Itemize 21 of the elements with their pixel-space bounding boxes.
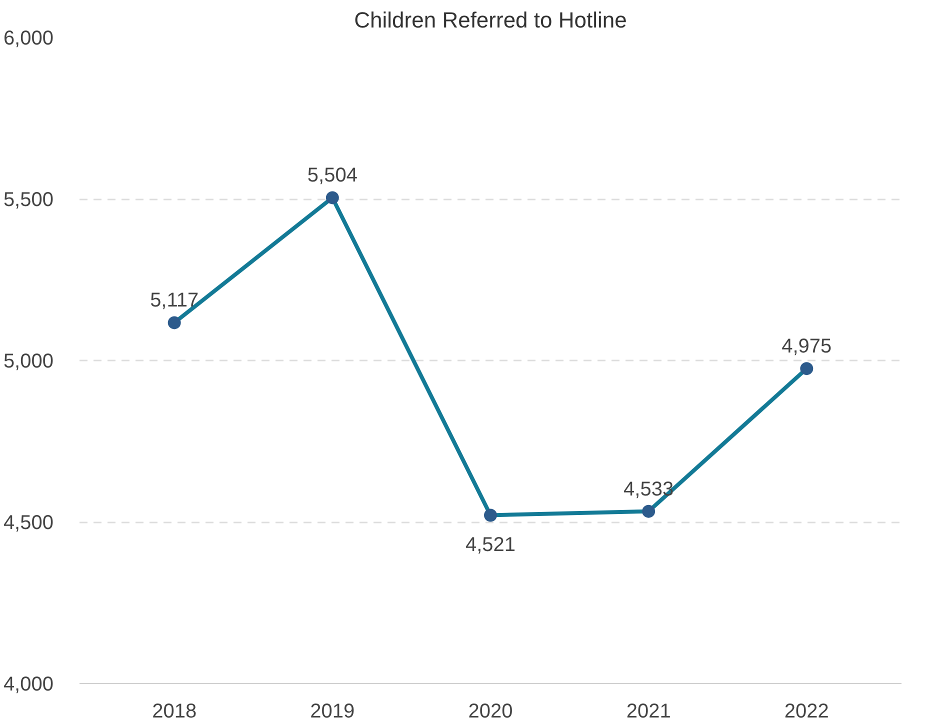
x-tick-label: 2020 [468,700,513,722]
point [800,362,814,376]
x-tick-label: 2019 [310,700,355,722]
point [642,504,656,518]
x-tick-label: 2021 [626,700,671,722]
data-label: 4,533 [624,478,674,500]
data-label: 4,975 [782,336,832,358]
data-label: 5,504 [307,164,358,187]
x-tick-label: 2022 [784,700,829,722]
point [484,508,497,522]
y-tick-label: 5,000 [3,350,54,372]
x-tick-label: 2018 [152,700,197,722]
point [326,191,339,204]
chart-title: Children Referred to Hotline [354,8,627,32]
point [168,316,181,330]
y-tick-label: 4,000 [3,674,54,696]
y-tick-label: 5,500 [3,189,54,211]
data-label: 5,117 [150,290,199,312]
data-label: 4,521 [465,534,516,556]
y-tick-label: 4,500 [3,512,54,534]
y-tick-label: 6,000 [3,28,54,50]
